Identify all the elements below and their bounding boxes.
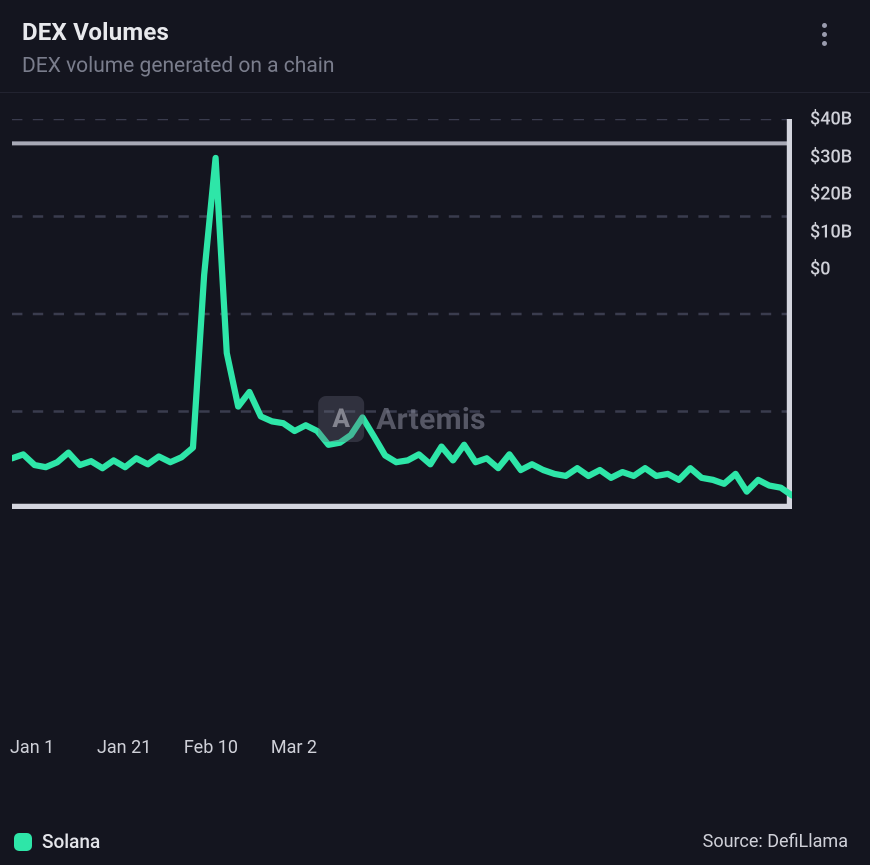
- kebab-menu-icon[interactable]: [812, 22, 836, 46]
- y-axis-labels: $0$10B$20B$30B$40B: [792, 119, 870, 719]
- line-chart-svg: [12, 119, 792, 509]
- legend: Solana: [14, 830, 100, 853]
- source-attribution: Source: DefiLlama: [703, 831, 848, 852]
- y-axis-tick-label: $20B: [810, 184, 852, 205]
- y-axis-tick-label: $40B: [810, 109, 852, 130]
- y-axis-tick-label: $0: [810, 259, 830, 280]
- chart-title: DEX Volumes: [22, 18, 848, 46]
- x-axis-labels: Jan 1 Jan 21 Feb 10 Mar 2: [12, 737, 792, 777]
- chart-header: DEX Volumes DEX volume generated on a ch…: [0, 0, 870, 92]
- legend-swatch: [14, 833, 32, 851]
- header-divider: [0, 92, 870, 93]
- legend-label: Solana: [42, 830, 100, 853]
- x-axis-tick-label: Jan 21: [97, 737, 151, 758]
- x-axis-tick-label: Mar 2: [271, 737, 317, 758]
- y-axis-tick-label: $30B: [810, 146, 852, 167]
- chart-area: A Artemis $0$10B$20B$30B$40B Jan 1Jan 21…: [12, 119, 792, 719]
- x-axis-tick-label: Feb 10: [184, 737, 238, 758]
- y-axis-tick-label: $10B: [810, 221, 852, 242]
- chart-subtitle: DEX volume generated on a chain: [22, 54, 848, 78]
- chart-footer: Solana Source: DefiLlama: [14, 830, 848, 853]
- x-axis-tick-label: Jan 1: [10, 737, 54, 758]
